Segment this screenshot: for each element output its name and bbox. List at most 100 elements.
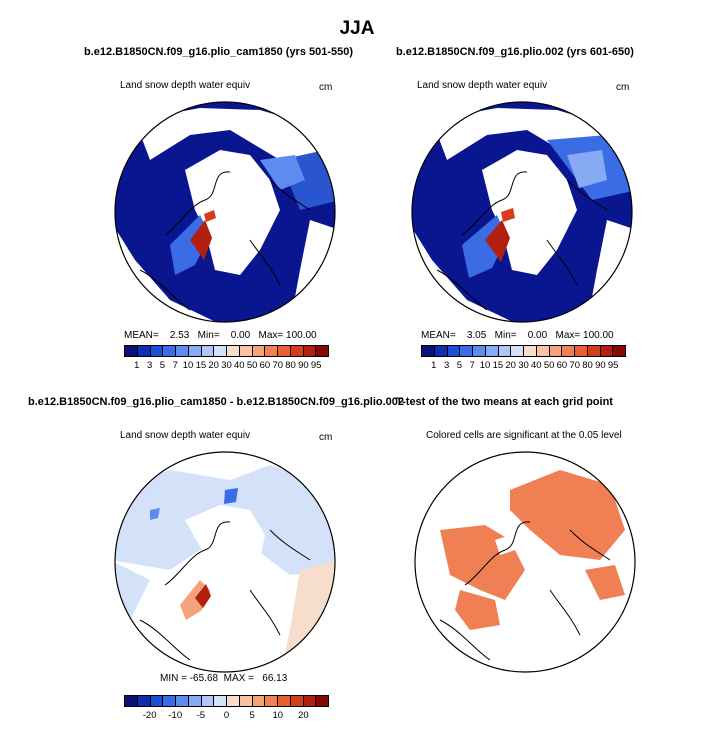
panel1-colorbar-swatch [137, 346, 151, 356]
panel3-colorbar-tick-label: -5 [196, 710, 206, 721]
panel1-colorbar-tick-label: 3 [146, 360, 153, 371]
panel2-colorbar-swatch [562, 346, 575, 356]
panel2-colorbar-tick-label: 3 [443, 360, 450, 371]
panel3-colorbar-swatch [278, 696, 291, 706]
panel1-colorbar-tick-label: 20 [208, 360, 219, 371]
panel3-map [114, 451, 336, 673]
panel3-colorbar-swatch [188, 696, 202, 706]
panel2-colorbar-swatch [422, 346, 435, 356]
panel2-colorbar-swatch [587, 346, 601, 356]
panel3-colorbar-swatch [290, 696, 304, 706]
panel1-colorbar-swatch [278, 346, 291, 356]
panel2-colorbar-tick-label: 5 [456, 360, 463, 371]
panel1-colorbar-tick-label: 15 [195, 360, 207, 371]
panel2-stats: MEAN= 3.05 Min= 0.00 Max= 100.00 [421, 330, 614, 341]
panel1-colorbar-swatch [125, 346, 138, 356]
panel4-header: T-test of the two means at each grid poi… [396, 396, 613, 408]
panel2-map [411, 101, 633, 323]
panel2-colorbar [421, 345, 626, 357]
panel2-colorbar-swatch [447, 346, 461, 356]
panel2-colorbar-tick-label: 15 [492, 360, 504, 371]
panel1-colorbar-tick-label: 7 [172, 360, 178, 371]
panel3-subtitle: Land snow depth water equiv [120, 430, 251, 441]
panel2-header: b.e12.B1850CN.f09_g16.plio.002 (yrs 601-… [396, 46, 634, 58]
panel3-header: b.e12.B1850CN.f09_g16.plio_cam1850 - b.e… [28, 396, 405, 408]
panel1-colorbar-swatch [201, 346, 215, 356]
panel1-colorbar-swatch [227, 346, 240, 356]
panel3-colorbar-swatch [201, 696, 215, 706]
panel3-colorbar-swatch [150, 696, 164, 706]
panel2-colorbar-swatch [473, 346, 486, 356]
panel2-colorbar-swatch [524, 346, 537, 356]
panel3-colorbar-tick-label: -10 [168, 710, 183, 721]
panel2-colorbar-swatch [600, 346, 614, 356]
panel2-colorbar-swatch [511, 346, 524, 356]
panel3-colorbar-swatch [137, 696, 151, 706]
panel1-subtitle: Land snow depth water equiv [120, 80, 251, 91]
panel2-subtitle: Land snow depth water equiv [417, 80, 548, 91]
panel2-colorbar-swatch [434, 346, 448, 356]
panel1-colorbar-swatch [239, 346, 253, 356]
panel2-colorbar-swatch [549, 346, 563, 356]
panel3-colorbar-swatch [239, 696, 253, 706]
panel3-colorbar-tick-label: 0 [223, 710, 230, 721]
panel1-colorbar-swatch [290, 346, 304, 356]
panel1-colorbar-swatch [265, 346, 278, 356]
panel1-colorbar-tick-label: 80 [285, 360, 296, 371]
panel2-colorbar-tick-label: 95 [607, 360, 619, 371]
panel2-colorbar-swatch [460, 346, 473, 356]
panel2-colorbar-swatch [485, 346, 499, 356]
panel2-colorbar-tick-label: 30 [518, 360, 529, 371]
panel3-colorbar-swatch [252, 696, 266, 706]
panel1-colorbar-swatch [303, 346, 317, 356]
panel1-colorbar-swatch [316, 346, 328, 356]
panel1-header: b.e12.B1850CN.f09_g16.plio_cam1850 (yrs … [84, 46, 354, 58]
panel3-colorbar-swatch [176, 696, 189, 706]
panel3-colorbar-swatch [316, 696, 328, 706]
panel3-colorbar-swatch [265, 696, 278, 706]
panel2-colorbar-tick-label: 50 [543, 360, 555, 371]
panel3-colorbar [124, 695, 329, 707]
panel1-colorbar-tick-label: 40 [234, 360, 245, 371]
panel2-colorbar-tick-label: 70 [569, 360, 581, 371]
panel3-colorbar-swatch [125, 696, 138, 706]
panel1-colorbar-tick-label: 70 [272, 360, 284, 371]
panel2-colorbar-tick-label: 1 [431, 360, 437, 371]
panel2-colorbar-tick-label: 7 [469, 360, 475, 371]
panel2-colorbar-swatch [498, 346, 512, 356]
panel1-colorbar-tick-label: 60 [259, 360, 271, 371]
panel3-colorbar-tick-label: 5 [249, 710, 255, 721]
panel2-colorbar-tick-label: 80 [582, 360, 593, 371]
panel1-colorbar-swatch [163, 346, 176, 356]
panel1-colorbar-swatch [214, 346, 227, 356]
panel4-map [414, 451, 636, 673]
panel2-colorbar-tick-label: 40 [531, 360, 542, 371]
panel2-colorbar-tick-label: 90 [595, 360, 606, 371]
panel3-colorbar-tick-label: 20 [298, 710, 309, 721]
panel1-colorbar-swatch [176, 346, 189, 356]
panel3-colorbar-swatch [163, 696, 176, 706]
panel1-colorbar-tick-label: 1 [134, 360, 140, 371]
panel3-stats: MIN = -65.68 MAX = 66.13 [160, 673, 288, 684]
panel3-colorbar-swatch [303, 696, 317, 706]
panel1-colorbar-tick-label: 50 [246, 360, 258, 371]
panel2-colorbar-tick-label: 10 [479, 360, 491, 371]
panel3-colorbar-tick-label: 10 [272, 710, 284, 721]
panel3-colorbar-tick-label: -20 [142, 710, 157, 721]
panel1-map [114, 101, 336, 323]
panel1-colorbar-ticks: 1 3 5 7 10 15 20 30 40 50 60 70 80 90 95 [124, 360, 329, 372]
panel2-colorbar-swatch [536, 346, 550, 356]
panel1-colorbar-swatch [150, 346, 164, 356]
panel2-units: cm [616, 82, 630, 93]
panel2-colorbar-swatch [613, 346, 625, 356]
panel4-subtitle: Colored cells are significant at the 0.0… [426, 430, 622, 441]
panel1-colorbar [124, 345, 329, 357]
panel1-units: cm [319, 82, 333, 93]
panel3-units: cm [319, 432, 333, 443]
panel2-colorbar-ticks: 1 3 5 7 10 15 20 30 40 50 60 70 80 90 95 [421, 360, 626, 372]
panel3-colorbar-swatch [227, 696, 240, 706]
panel1-colorbar-tick-label: 5 [159, 360, 166, 371]
panel3-colorbar-swatch [214, 696, 227, 706]
panel2-colorbar-tick-label: 20 [505, 360, 516, 371]
panel1-colorbar-tick-label: 30 [221, 360, 232, 371]
